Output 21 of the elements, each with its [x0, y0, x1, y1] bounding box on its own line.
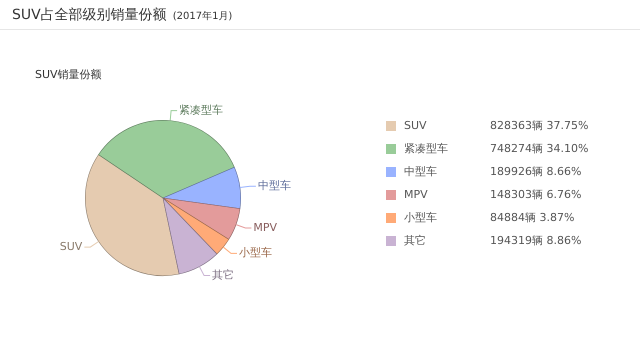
slice-label: 小型车 — [239, 246, 272, 260]
chart-subtitle: (2017年1月) — [172, 11, 232, 22]
legend-label: 中型车 — [404, 164, 438, 179]
slice-label: 中型车 — [258, 179, 291, 192]
legend-label: MPV — [404, 188, 429, 201]
data-label: 748274辆 34.10% — [490, 141, 588, 156]
slice-label: MPV — [253, 220, 278, 234]
legend-label: 其它 — [404, 233, 427, 248]
legend-label: 小型车 — [404, 210, 438, 225]
legend-label: 紧凑型车 — [404, 141, 449, 156]
data-label: 194319辆 8.86% — [490, 233, 582, 248]
slice-label: SUV — [60, 240, 83, 253]
text: SUV销量份额 — [35, 67, 102, 82]
data-label: 148303辆 6.76% — [490, 187, 582, 202]
slice-label: 其它 — [212, 268, 234, 282]
legend-label: SUV — [404, 119, 428, 132]
slice-label: 紧凑型车 — [179, 104, 224, 117]
data-label: 189926辆 8.66% — [490, 164, 582, 179]
data-label: 828363辆 37.75% — [490, 118, 588, 133]
data-label: 84884辆 3.87% — [490, 210, 574, 225]
chart-title: SUV占全部级别销量份额 — [12, 7, 167, 23]
